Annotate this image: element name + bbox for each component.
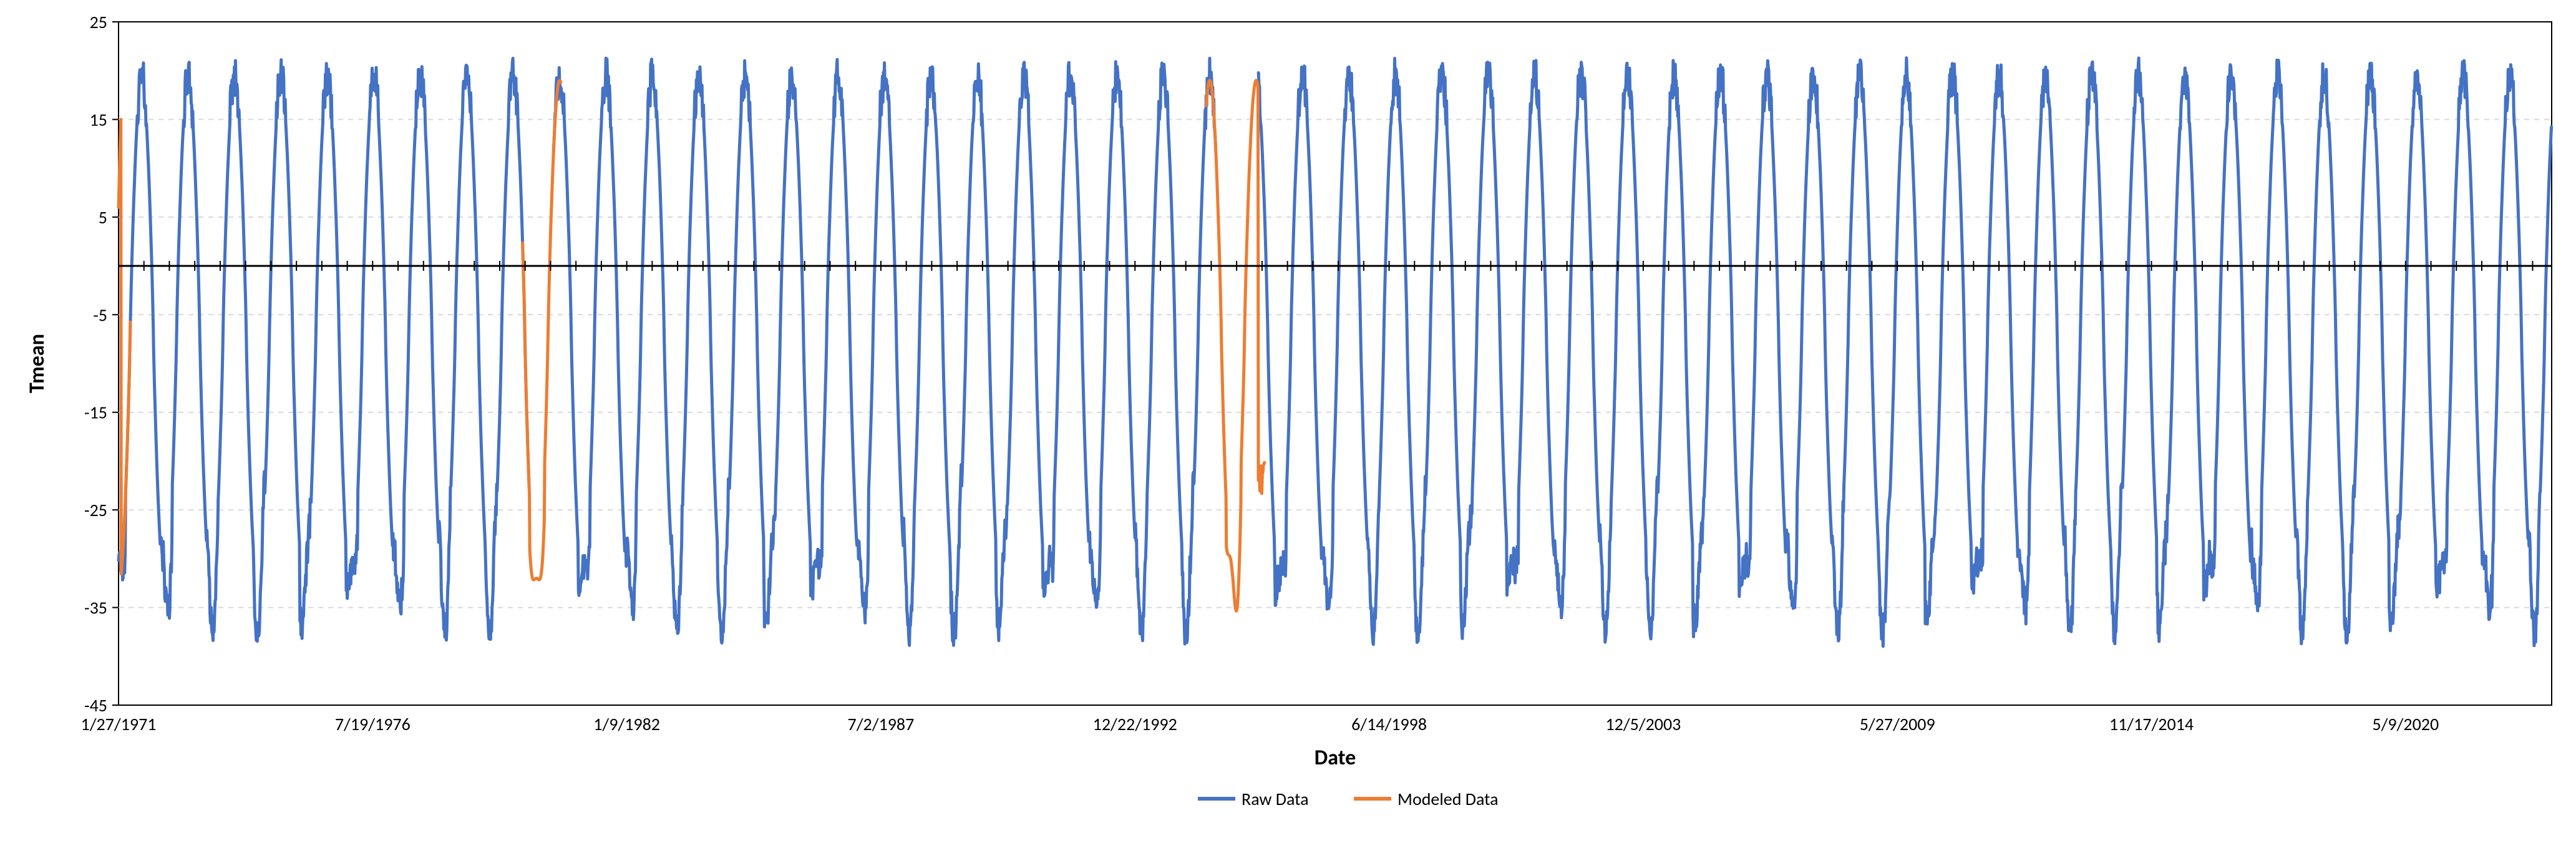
x-tick-label: 7/19/1976 xyxy=(335,713,411,735)
y-axis-label: Tmean xyxy=(24,334,50,393)
y-tick-label: -5 xyxy=(93,304,107,326)
legend-label: Modeled Data xyxy=(1397,788,1499,810)
tmean-timeseries-chart: -45-35-25-15-551525Tmean1/27/19717/19/19… xyxy=(0,0,2576,858)
chart-svg: -45-35-25-15-551525Tmean1/27/19717/19/19… xyxy=(0,0,2576,858)
x-tick-label: 11/17/2014 xyxy=(2109,713,2194,735)
legend-label: Raw Data xyxy=(1242,788,1309,810)
y-tick-label: -35 xyxy=(84,597,107,619)
x-tick-label: 5/27/2009 xyxy=(1860,713,1935,735)
x-tick-label: 6/14/1998 xyxy=(1351,713,1427,735)
x-tick-label: 1/27/1971 xyxy=(81,713,157,735)
y-tick-label: 25 xyxy=(90,11,107,33)
x-tick-label: 12/5/2003 xyxy=(1605,713,1681,735)
x-tick-label: 7/2/1987 xyxy=(848,713,915,735)
y-tick-label: 15 xyxy=(90,109,107,130)
y-tick-label: -25 xyxy=(84,499,107,521)
x-tick-label: 12/22/1992 xyxy=(1093,713,1177,735)
x-tick-label: 5/9/2020 xyxy=(2372,713,2439,735)
x-tick-label: 1/9/1982 xyxy=(593,713,660,735)
y-tick-label: -15 xyxy=(84,402,107,424)
x-axis-label: Date xyxy=(1315,745,1356,771)
y-tick-label: 5 xyxy=(99,207,107,228)
